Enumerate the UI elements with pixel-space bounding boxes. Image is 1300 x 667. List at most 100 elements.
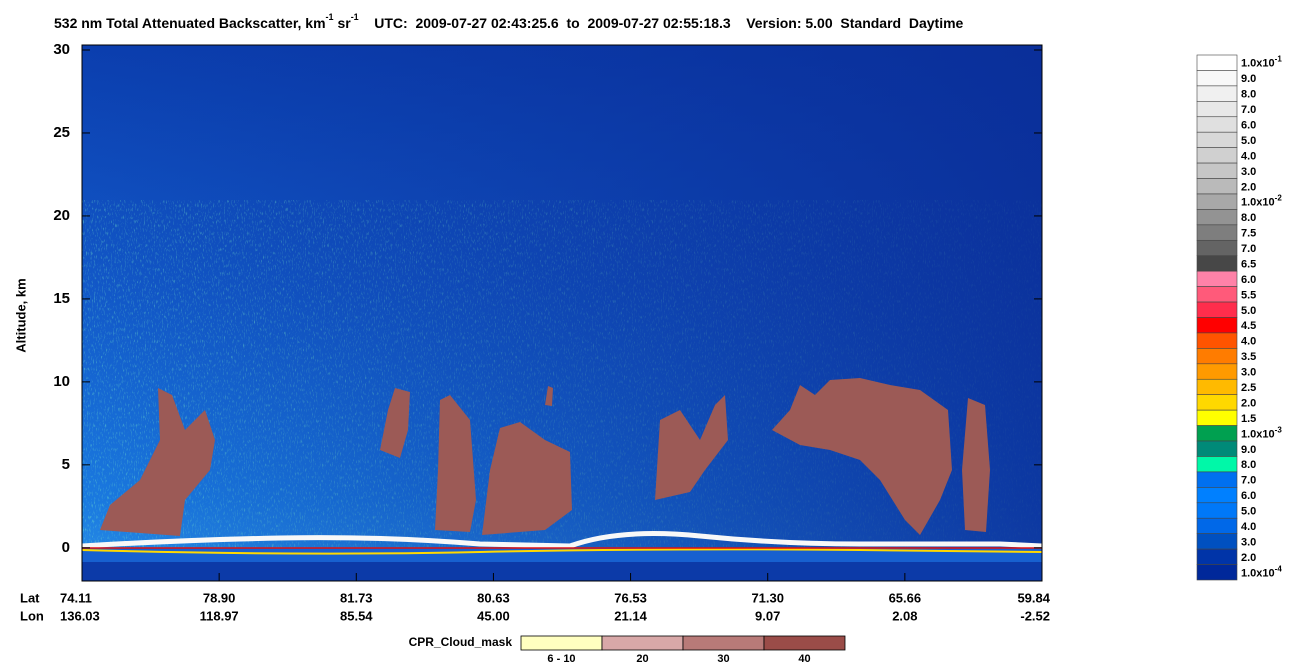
- colorbar-swatch: [1196, 363, 1238, 380]
- cloud-mask-swatch: [520, 635, 603, 651]
- colorbar-label-text: 9.0: [1241, 444, 1256, 456]
- colorbar-label-text: 5.5: [1241, 289, 1256, 301]
- lat-value: 81.73: [340, 590, 373, 605]
- colorbar-swatch: [1196, 440, 1238, 457]
- colorbar-swatch: [1196, 317, 1238, 334]
- colorbar-swatch: [1196, 548, 1238, 565]
- colorbar-label: 6.5: [1241, 258, 1256, 270]
- colorbar-swatch: [1196, 54, 1238, 71]
- colorbar-label-text: 9.0: [1241, 73, 1256, 85]
- lat-value: 71.30: [751, 590, 784, 605]
- colorbar-label-text: 3.0: [1241, 536, 1256, 548]
- colorbar-swatch: [1196, 471, 1238, 488]
- lat-value: 74.11: [60, 590, 92, 605]
- cloud-mask-label: 6 - 10: [547, 653, 575, 665]
- plot-frame: [81, 44, 1043, 582]
- colorbar-label-text: 7.0: [1241, 104, 1256, 116]
- colorbar-swatch: [1196, 286, 1238, 303]
- colorbar-label: 7.5: [1241, 227, 1256, 239]
- colorbar-label-text: 8.0: [1241, 212, 1256, 224]
- colorbar-swatch: [1196, 131, 1238, 148]
- colorbar-label-text: 2.0: [1241, 397, 1256, 409]
- colorbar-label: 6.0: [1241, 119, 1256, 131]
- lon-value: 136.03: [60, 608, 100, 623]
- colorbar-label: 2.0: [1241, 552, 1256, 564]
- colorbar-swatch: [1196, 425, 1238, 442]
- colorbar-label-text: 4.5: [1241, 320, 1256, 332]
- lon-value: 85.54: [340, 608, 373, 623]
- colorbar-label: 4.0: [1241, 150, 1256, 162]
- colorbar-label: 4.5: [1241, 320, 1256, 332]
- colorbar-label: 3.5: [1241, 351, 1256, 363]
- colorbar-swatch: [1196, 224, 1238, 241]
- colorbar-swatch: [1196, 533, 1238, 550]
- colorbar-label-text: 3.0: [1241, 166, 1256, 178]
- colorbar-swatch: [1196, 162, 1238, 179]
- colorbar-label: 2.5: [1241, 382, 1256, 394]
- colorbar-label: 7.0: [1241, 475, 1256, 487]
- colorbar-label: 9.0: [1241, 73, 1256, 85]
- y-axis-label: Altitude, km: [13, 278, 28, 352]
- cloud-mask-swatch: [763, 635, 846, 651]
- colorbar-swatch: [1196, 85, 1238, 102]
- lat-value: 76.53: [614, 590, 647, 605]
- colorbar-label-text: 2.0: [1241, 181, 1256, 193]
- cloud-mask-label: 40: [798, 653, 810, 665]
- lat-value: 59.84: [1017, 590, 1050, 605]
- title-part: Version: 5.00 Standard Daytime: [731, 15, 964, 31]
- colorbar-label-text: 1.0x10: [1241, 567, 1275, 579]
- title-part: -1: [351, 12, 359, 22]
- lat-value: 65.66: [889, 590, 922, 605]
- lon-value: 2.08: [892, 608, 917, 623]
- colorbar-label: 9.0: [1241, 444, 1256, 456]
- colorbar-label-text: 6.0: [1241, 119, 1256, 131]
- y-tick-label: 20: [53, 207, 70, 224]
- colorbar-label: 5.0: [1241, 505, 1256, 517]
- colorbar-label: 1.0x10-2: [1241, 194, 1282, 209]
- colorbar-label: 8.0: [1241, 459, 1256, 471]
- colorbar-label: 1.5: [1241, 413, 1256, 425]
- lon-value: -2.52: [1020, 608, 1050, 623]
- colorbar-swatch: [1196, 378, 1238, 396]
- colorbar-label: 3.0: [1241, 536, 1256, 548]
- colorbar-label-text: 4.0: [1241, 521, 1256, 533]
- colorbar-swatch: [1196, 239, 1238, 257]
- colorbar-label: 6.0: [1241, 274, 1256, 286]
- cloud-mask-swatch: [601, 635, 684, 651]
- colorbar-label: 7.0: [1241, 104, 1256, 116]
- y-tick-label: 0: [62, 539, 70, 556]
- colorbar-label-text: 5.0: [1241, 305, 1256, 317]
- colorbar-label-text: 6.0: [1241, 274, 1256, 286]
- cloud-mask-label: 30: [717, 653, 729, 665]
- colorbar-swatch: [1196, 70, 1238, 87]
- colorbar-label-text: 5.0: [1241, 135, 1256, 147]
- y-tick-label: 10: [53, 373, 70, 390]
- colorbar-label-text: 8.0: [1241, 89, 1256, 101]
- colorbar-label-exp: -2: [1275, 194, 1283, 203]
- colorbar-label: 2.0: [1241, 397, 1256, 409]
- colorbar-label-text: 3.5: [1241, 351, 1256, 363]
- title-part: 532 nm Total Attenuated Backscatter, km: [54, 15, 326, 31]
- colorbar-label: 4.0: [1241, 336, 1256, 348]
- cloud-mask-label: 20: [636, 653, 648, 665]
- colorbar-label-text: 7.0: [1241, 243, 1256, 255]
- cloud-mask-swatch: [682, 635, 765, 651]
- colorbar-swatch: [1196, 394, 1238, 411]
- lon-value: 118.97: [200, 608, 239, 623]
- colorbar-label: 1.0x10-1: [1241, 55, 1282, 70]
- lon-value: 45.00: [477, 608, 510, 623]
- cloud-mask-title: CPR_Cloud_mask: [409, 635, 513, 649]
- colorbar-label: 8.0: [1241, 89, 1256, 101]
- y-tick-label: 30: [53, 41, 70, 58]
- colorbar-swatch: [1196, 255, 1238, 272]
- colorbar-label-exp: -4: [1275, 564, 1283, 573]
- colorbar-label-text: 6.5: [1241, 258, 1256, 270]
- colorbar-label: 3.0: [1241, 166, 1256, 178]
- colorbar-label-exp: -3: [1275, 425, 1283, 434]
- colorbar-label: 5.0: [1241, 305, 1256, 317]
- colorbar-swatch: [1196, 193, 1238, 210]
- colorbar-label-text: 4.0: [1241, 150, 1256, 162]
- lon-value: 21.14: [614, 608, 647, 623]
- colorbar-label-text: 1.0x10: [1241, 197, 1275, 209]
